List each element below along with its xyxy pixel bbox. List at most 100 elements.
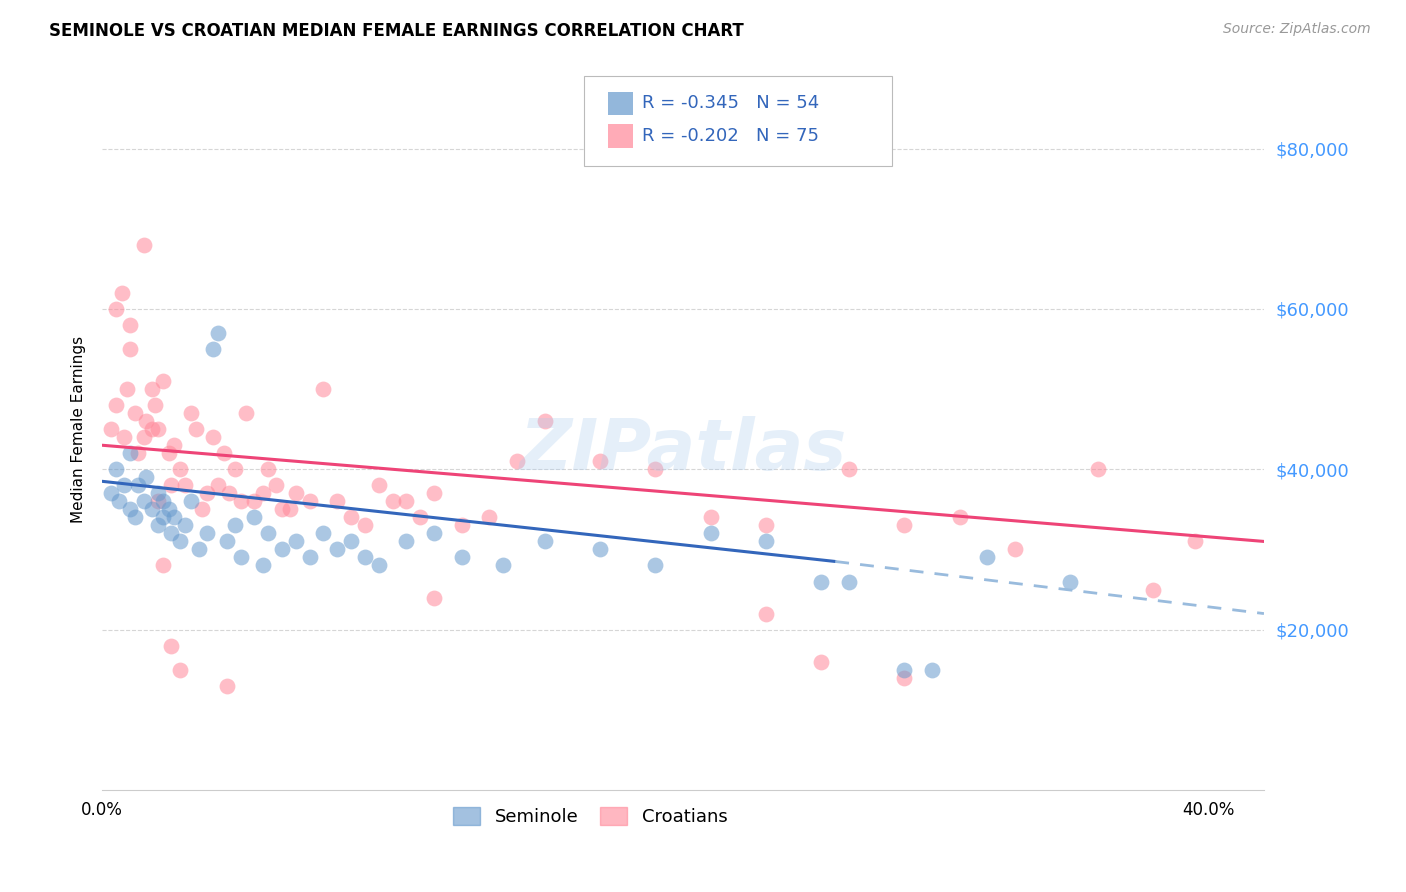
FancyBboxPatch shape — [585, 76, 893, 166]
Point — [478, 510, 501, 524]
Text: Source: ZipAtlas.com: Source: ZipAtlas.com — [1223, 22, 1371, 37]
Point — [132, 494, 155, 508]
Point — [127, 478, 149, 492]
Point — [224, 518, 246, 533]
Point — [146, 494, 169, 508]
Point — [423, 486, 446, 500]
Point — [160, 639, 183, 653]
Point — [243, 510, 266, 524]
Point — [100, 486, 122, 500]
Point — [110, 285, 132, 300]
Point — [115, 382, 138, 396]
Point — [340, 534, 363, 549]
Point — [838, 574, 860, 589]
Point — [105, 462, 128, 476]
Point — [188, 542, 211, 557]
Point — [423, 526, 446, 541]
Point — [186, 422, 208, 436]
Point — [278, 502, 301, 516]
Point — [423, 591, 446, 605]
Point — [112, 478, 135, 492]
Point — [450, 518, 472, 533]
Text: R = -0.345   N = 54: R = -0.345 N = 54 — [643, 95, 820, 112]
Point — [152, 374, 174, 388]
Point — [921, 663, 943, 677]
Point — [506, 454, 529, 468]
Point — [298, 494, 321, 508]
Point — [395, 534, 418, 549]
Point — [700, 526, 723, 541]
Point — [160, 478, 183, 492]
Point — [141, 422, 163, 436]
Point — [644, 462, 666, 476]
Point — [100, 422, 122, 436]
Point — [143, 398, 166, 412]
Point — [118, 342, 141, 356]
Point — [160, 526, 183, 541]
Point — [755, 607, 778, 621]
FancyBboxPatch shape — [607, 124, 633, 148]
Point — [157, 446, 180, 460]
Point — [1184, 534, 1206, 549]
Legend: Seminole, Croatians: Seminole, Croatians — [444, 797, 737, 835]
Point — [252, 558, 274, 573]
Point — [135, 414, 157, 428]
Text: SEMINOLE VS CROATIAN MEDIAN FEMALE EARNINGS CORRELATION CHART: SEMINOLE VS CROATIAN MEDIAN FEMALE EARNI… — [49, 22, 744, 40]
Text: ZIPatlas: ZIPatlas — [519, 417, 846, 485]
Point — [108, 494, 131, 508]
Point — [1087, 462, 1109, 476]
Point — [146, 422, 169, 436]
Point — [169, 663, 191, 677]
Y-axis label: Median Female Earnings: Median Female Earnings — [72, 335, 86, 523]
Point — [163, 510, 186, 524]
Point — [354, 518, 377, 533]
Point — [533, 534, 555, 549]
Point — [157, 502, 180, 516]
Point — [1059, 574, 1081, 589]
Point — [1004, 542, 1026, 557]
Point — [755, 518, 778, 533]
Point — [105, 398, 128, 412]
FancyBboxPatch shape — [607, 92, 633, 115]
Point — [312, 526, 335, 541]
Point — [105, 301, 128, 316]
Point — [152, 558, 174, 573]
Point — [118, 446, 141, 460]
Point — [367, 558, 389, 573]
Point — [195, 486, 218, 500]
Point — [215, 679, 238, 693]
Point — [132, 238, 155, 252]
Point — [218, 486, 240, 500]
Point — [112, 430, 135, 444]
Point — [284, 534, 307, 549]
Point — [810, 655, 832, 669]
Point — [893, 518, 915, 533]
Point — [229, 550, 252, 565]
Point — [298, 550, 321, 565]
Point — [124, 510, 146, 524]
Point — [201, 430, 224, 444]
Point — [132, 430, 155, 444]
Point — [700, 510, 723, 524]
Point — [169, 534, 191, 549]
Point — [367, 478, 389, 492]
Point — [146, 518, 169, 533]
Point — [589, 542, 612, 557]
Point — [312, 382, 335, 396]
Point — [395, 494, 418, 508]
Point — [127, 446, 149, 460]
Point — [141, 502, 163, 516]
Point — [243, 494, 266, 508]
Point — [810, 574, 832, 589]
Point — [229, 494, 252, 508]
Point — [163, 438, 186, 452]
Point — [212, 446, 235, 460]
Point — [755, 534, 778, 549]
Point — [838, 462, 860, 476]
Point — [326, 494, 349, 508]
Point — [949, 510, 972, 524]
Point — [450, 550, 472, 565]
Point — [169, 462, 191, 476]
Point — [340, 510, 363, 524]
Point — [492, 558, 515, 573]
